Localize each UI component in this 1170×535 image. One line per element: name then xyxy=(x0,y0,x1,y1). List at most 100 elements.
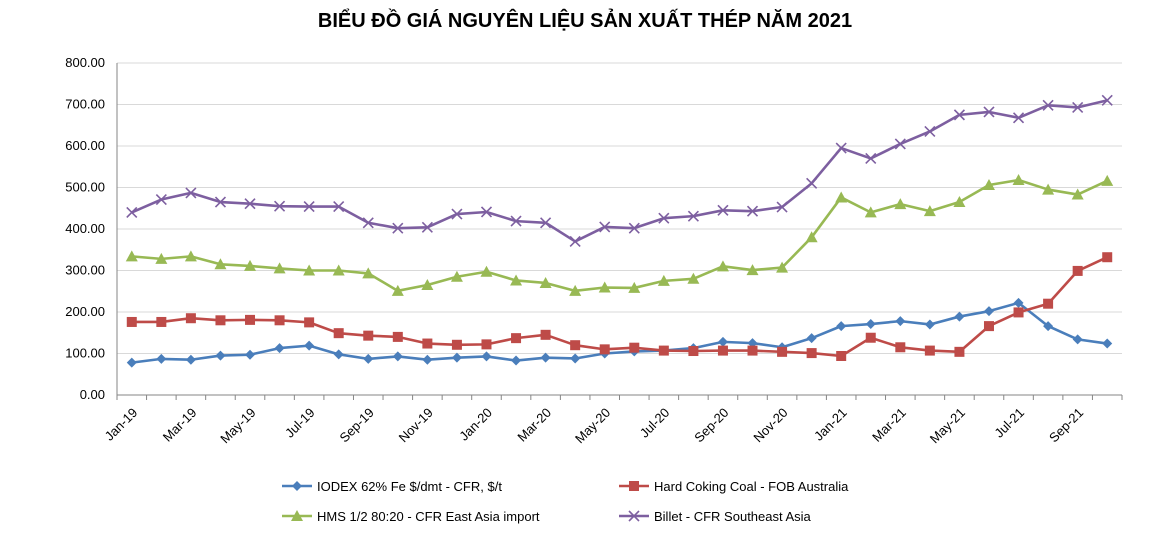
data-point xyxy=(215,315,226,326)
x-marker-stroke xyxy=(865,152,877,165)
data-point xyxy=(658,212,670,224)
series-line xyxy=(131,178,1108,293)
data-point xyxy=(894,198,907,210)
data-point xyxy=(510,274,523,286)
data-point xyxy=(836,350,847,361)
data-point xyxy=(421,221,433,233)
x-marker-stroke xyxy=(510,215,522,227)
data-point xyxy=(333,328,344,339)
data-point xyxy=(125,250,138,262)
y-tick-label: 700.00 xyxy=(65,97,105,112)
data-point xyxy=(214,258,227,270)
x-marker-stroke xyxy=(214,196,227,208)
legend-marker xyxy=(292,481,302,491)
data-point xyxy=(1043,298,1054,309)
data-point xyxy=(716,260,729,272)
x-marker-stroke xyxy=(628,222,640,234)
data-point xyxy=(865,319,876,330)
series-line xyxy=(131,256,1108,358)
data-point xyxy=(481,339,492,350)
legend-label: IODEX 62% Fe $/dmt - CFR, $/t xyxy=(317,479,502,494)
data-point xyxy=(480,206,493,218)
x-marker-stroke xyxy=(303,201,315,213)
data-point xyxy=(332,264,345,276)
x-tick-label: Mar-19 xyxy=(160,405,200,445)
y-tick-label: 600.00 xyxy=(65,138,105,153)
x-tick-label: Nov-19 xyxy=(396,405,436,445)
legend-item-3: HMS 1/2 80:20 - CFR East Asia import xyxy=(282,509,540,524)
data-point xyxy=(480,265,493,277)
data-point xyxy=(421,279,434,291)
x-marker-stroke xyxy=(658,212,670,224)
data-point xyxy=(1102,252,1113,263)
x-tick-label: May-19 xyxy=(217,405,258,446)
data-point xyxy=(569,284,582,296)
data-point xyxy=(806,348,817,359)
data-point xyxy=(923,205,936,217)
data-point xyxy=(422,354,433,365)
data-point xyxy=(658,345,669,356)
x-tick-label: Mar-20 xyxy=(514,405,554,445)
data-point xyxy=(717,345,728,356)
data-point xyxy=(244,198,256,210)
data-point xyxy=(687,272,700,284)
x-tick-label: Sep-19 xyxy=(337,405,377,445)
data-point xyxy=(392,331,403,342)
data-point xyxy=(865,332,876,343)
x-marker-stroke xyxy=(746,205,759,217)
x-marker-stroke xyxy=(244,198,256,210)
legend-item-4: Billet - CFR Southeast Asia xyxy=(619,509,812,524)
data-point xyxy=(747,345,758,356)
data-point xyxy=(214,196,227,208)
x-marker-stroke xyxy=(274,200,286,212)
series-2 xyxy=(126,252,1113,361)
data-point xyxy=(954,346,965,357)
data-point xyxy=(303,201,315,213)
data-point xyxy=(303,264,316,276)
legend-item-2: Hard Coking Coal - FOB Australia xyxy=(619,479,849,494)
data-point xyxy=(570,340,581,351)
x-marker-stroke xyxy=(628,510,640,522)
data-point xyxy=(363,330,374,341)
data-point xyxy=(274,200,286,212)
data-point xyxy=(864,206,877,218)
data-point xyxy=(451,339,462,350)
data-point xyxy=(156,353,167,364)
x-tick-label: Jul-19 xyxy=(282,405,318,441)
x-marker-stroke xyxy=(717,204,729,216)
data-point xyxy=(126,357,137,368)
y-tick-label: 800.00 xyxy=(65,55,105,70)
data-point xyxy=(954,311,965,322)
data-point xyxy=(1102,338,1113,349)
x-tick-label: Mar-21 xyxy=(869,405,909,445)
x-marker-stroke xyxy=(569,235,581,248)
series-line xyxy=(131,301,1108,364)
y-axis: 0.00 100.00 200.00 300.00 400.00 500.00 600.00… xyxy=(65,55,118,402)
data-point xyxy=(835,191,848,203)
data-point xyxy=(776,261,789,273)
data-point xyxy=(1042,99,1054,111)
data-point xyxy=(391,284,404,296)
data-point xyxy=(629,342,640,353)
data-point xyxy=(511,333,522,344)
data-point xyxy=(569,235,581,248)
data-point xyxy=(450,270,463,282)
x-marker-stroke xyxy=(451,208,463,220)
data-point xyxy=(865,152,877,165)
data-point xyxy=(628,222,640,234)
x-marker-stroke xyxy=(924,125,936,138)
data-point xyxy=(687,210,699,222)
data-point xyxy=(155,193,167,206)
data-point xyxy=(570,353,581,364)
x-marker-stroke xyxy=(362,217,374,229)
data-point xyxy=(540,329,551,340)
x-marker-stroke xyxy=(1072,101,1084,113)
data-point xyxy=(895,316,906,327)
data-point xyxy=(895,342,906,353)
legend-marker xyxy=(291,510,303,521)
data-point xyxy=(1013,297,1024,308)
data-point xyxy=(746,264,759,276)
chart-title: BIỂU ĐỒ GIÁ NGUYÊN LIỆU SẢN XUẤT THÉP NĂ… xyxy=(317,10,853,32)
data-point xyxy=(274,343,285,354)
data-point xyxy=(894,138,906,150)
